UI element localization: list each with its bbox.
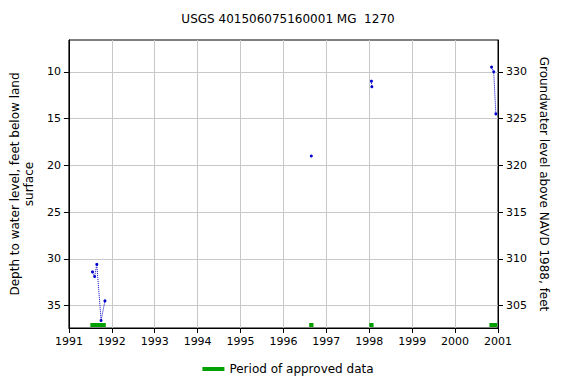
- svg-text:2000: 2000: [441, 335, 469, 348]
- svg-text:10: 10: [47, 65, 61, 78]
- svg-text:320: 320: [506, 159, 527, 172]
- svg-text:USGS 401506075160001 MG 1270: USGS 401506075160001 MG 1270: [181, 12, 394, 26]
- svg-text:1995: 1995: [227, 335, 255, 348]
- svg-text:1992: 1992: [98, 335, 126, 348]
- svg-text:2001: 2001: [484, 335, 512, 348]
- svg-text:1996: 1996: [269, 335, 297, 348]
- svg-text:1993: 1993: [141, 335, 169, 348]
- svg-text:25: 25: [47, 206, 61, 219]
- svg-text:1994: 1994: [184, 335, 212, 348]
- svg-text:30: 30: [47, 252, 61, 265]
- svg-text:1997: 1997: [312, 335, 340, 348]
- svg-text:Depth to water level, feet bel: Depth to water level, feet below land: [8, 72, 22, 295]
- svg-text:330: 330: [506, 65, 527, 78]
- svg-text:315: 315: [506, 206, 527, 219]
- svg-text:20: 20: [47, 159, 61, 172]
- svg-text:1998: 1998: [355, 335, 383, 348]
- svg-text:Period of approved data: Period of approved data: [229, 362, 373, 376]
- svg-text:15: 15: [47, 112, 61, 125]
- svg-text:Groundwater level above NAVD 1: Groundwater level above NAVD 1988, feet: [537, 57, 551, 312]
- svg-text:1999: 1999: [398, 335, 426, 348]
- svg-text:1991: 1991: [55, 335, 83, 348]
- svg-text:310: 310: [506, 252, 527, 265]
- svg-text:35: 35: [47, 299, 61, 312]
- svg-text:305: 305: [506, 299, 527, 312]
- svg-text:surface: surface: [22, 162, 36, 206]
- svg-text:325: 325: [506, 112, 527, 125]
